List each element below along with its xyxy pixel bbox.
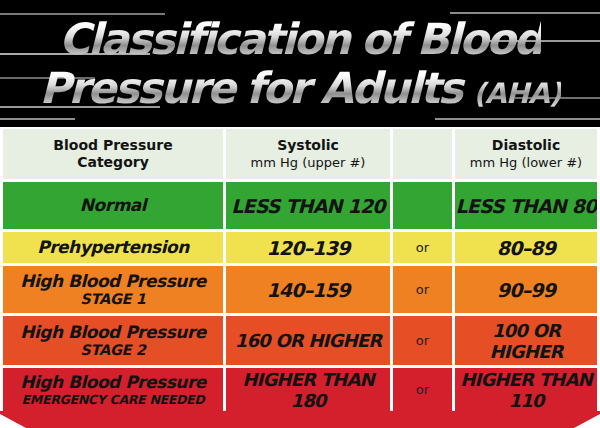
category-label: Prehypertension: [37, 237, 189, 257]
systolic-cell-normal: LESS THAN 120: [226, 182, 390, 229]
category-label: High Blood Pressure: [20, 271, 206, 291]
systolic-cell-emergency: HIGHER THAN 180: [226, 368, 390, 411]
category-cell-stage2: High Blood Pressure STAGE 2: [3, 316, 223, 365]
or-label: or: [416, 282, 429, 297]
systolic-cell-stage2: 160 OR HIGHER: [226, 316, 390, 365]
blood-pressure-poster: Classification of Blood Pressure for Adu…: [0, 0, 600, 428]
header-diastolic-line2: mm Hg (lower #): [470, 155, 582, 171]
systolic-cell-stage1: 140–159: [226, 266, 390, 313]
category-sublabel: EMERGENCY CARE NEEDED: [22, 392, 205, 407]
systolic-value: LESS THAN 120: [231, 195, 385, 217]
systolic-value: 160 OR HIGHER: [235, 330, 382, 351]
speed-line: [0, 118, 75, 120]
category-label: Normal: [80, 195, 146, 215]
or-label: or: [416, 382, 429, 397]
diastolic-cell-stage2: 100 OR HIGHER: [455, 316, 597, 365]
or-cell-stage1: or: [393, 266, 452, 313]
systolic-cell-prehypertension: 120–139: [226, 232, 390, 263]
header-category-line1: Blood Pressure: [53, 137, 172, 155]
diastolic-value: 100 OR HIGHER: [455, 320, 597, 362]
header-diastolic-line1: Diastolic: [492, 137, 560, 155]
category-label: High Blood Pressure: [20, 322, 206, 342]
diastolic-cell-emergency: HIGHER THAN 110: [455, 368, 597, 411]
header-connector: [393, 129, 452, 179]
header-systolic-line1: Systolic: [277, 137, 339, 155]
diastolic-value: LESS THAN 80: [455, 195, 596, 217]
diastolic-cell-normal: LESS THAN 80: [455, 182, 597, 229]
category-label: High Blood Pressure: [20, 372, 206, 392]
bp-table: Blood Pressure Category Systolic mm Hg (…: [0, 127, 600, 411]
header-systolic-line2: mm Hg (upper #): [251, 155, 366, 171]
category-cell-prehypertension: Prehypertension: [3, 232, 223, 263]
header-diastolic: Diastolic mm Hg (lower #): [455, 129, 597, 179]
aha-suffix: (AHA): [473, 77, 560, 110]
title-line-2: Pressure for Adults (AHA): [39, 64, 560, 112]
or-label: or: [416, 240, 429, 255]
or-cell-prehypertension: or: [393, 232, 452, 263]
diastolic-cell-stage1: 90–99: [455, 266, 597, 313]
speed-line: [435, 118, 600, 120]
systolic-value: 120–139: [266, 237, 349, 259]
diastolic-value: HIGHER THAN 110: [455, 369, 597, 411]
category-cell-normal: Normal: [3, 182, 223, 229]
diastolic-cell-prehypertension: 80–89: [455, 232, 597, 263]
title-banner: Classification of Blood Pressure for Adu…: [0, 0, 600, 127]
header-systolic: Systolic mm Hg (upper #): [226, 129, 390, 179]
category-sublabel: STAGE 1: [80, 291, 145, 308]
or-cell-stage2: or: [393, 316, 452, 365]
systolic-value: 140–159: [266, 279, 349, 301]
category-sublabel: STAGE 2: [80, 342, 145, 359]
or-cell-emergency: or: [393, 368, 452, 411]
category-cell-stage1: High Blood Pressure STAGE 1: [3, 266, 223, 313]
title-line-1: Classification of Blood: [59, 15, 542, 63]
header-category-line2: Category: [77, 154, 149, 172]
diastolic-value: 90–99: [497, 279, 555, 301]
category-cell-emergency: High Blood Pressure EMERGENCY CARE NEEDE…: [3, 368, 223, 411]
or-cell-normal: [393, 182, 452, 229]
header-category: Blood Pressure Category: [3, 129, 223, 179]
bottom-band: [0, 411, 600, 428]
systolic-value: HIGHER THAN 180: [226, 369, 390, 411]
diastolic-value: 80–89: [497, 237, 555, 259]
or-label: or: [416, 333, 429, 348]
